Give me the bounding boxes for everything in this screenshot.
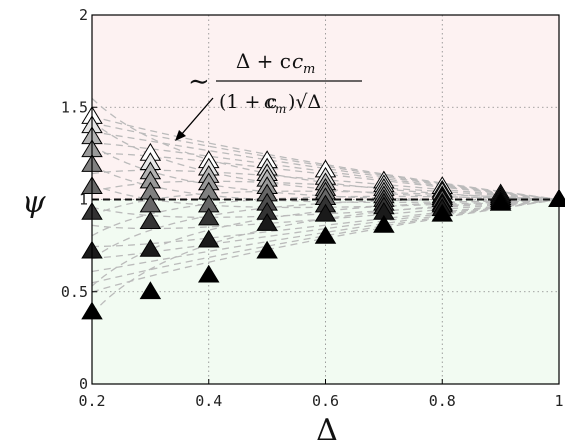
y-tick-label-3: 1.5 xyxy=(61,98,88,116)
annotation-tilde: ∼ xyxy=(188,67,210,97)
data-point-6-9 xyxy=(431,203,453,222)
annotation-arrowhead xyxy=(175,130,186,141)
x-tick-label-3: 0.8 xyxy=(429,392,456,410)
y-axis-label: ψ xyxy=(22,185,46,220)
x-tick-label-4: 1 xyxy=(554,392,563,410)
y-tick-label-2: 1 xyxy=(79,191,88,209)
curve-cm-2 xyxy=(91,198,560,273)
y-tick-label-4: 2 xyxy=(79,6,88,24)
annotation-denominator-c: c xyxy=(264,91,275,113)
curve-cm-3 xyxy=(91,198,560,260)
data-point-2-8 xyxy=(198,264,220,283)
data-point-7-6 xyxy=(489,192,512,211)
annotation-denominator-right: )√Δ xyxy=(288,91,321,113)
data-point-1-8 xyxy=(139,281,162,300)
curve-lower-cm-3 xyxy=(91,142,560,201)
annotation-denominator-subscript: m xyxy=(275,102,286,116)
data-point-5-9 xyxy=(373,214,395,233)
data-point-2-6 xyxy=(198,207,220,226)
x-tick-label-1: 0.4 xyxy=(195,392,222,410)
annotation-denominator-left: (1 + c xyxy=(219,91,277,113)
curve-lower-cm-2 xyxy=(91,131,560,201)
y-tick-label-0: 0 xyxy=(79,375,88,393)
data-point-4-7 xyxy=(314,203,337,222)
data-point-1-7 xyxy=(139,238,162,257)
curve-lower-cm-0 xyxy=(91,115,560,201)
x-tick-labels: 0.2 0.4 0.6 0.8 1 xyxy=(78,379,564,410)
y-tick-labels: 0 0.5 1 1.5 2 xyxy=(61,6,97,393)
annotation-arrow-line xyxy=(180,97,214,136)
formula-annotation: ∼ Δ + c c m (1 + c c m )√Δ xyxy=(175,49,362,141)
x-tick-label-0: 0.2 xyxy=(78,392,105,410)
data-point-2-7 xyxy=(198,229,220,248)
annotation-numerator-subscript: m xyxy=(303,62,315,77)
x-axis-label: Δ xyxy=(316,413,338,445)
y-tick-label-1: 0.5 xyxy=(61,283,88,301)
curve-lower-cm-10 xyxy=(91,198,560,287)
data-point-3-8 xyxy=(256,213,278,231)
x-tick-label-2: 0.6 xyxy=(312,392,339,410)
annotation-numerator: Δ + c xyxy=(236,49,291,73)
data-point-4-8 xyxy=(314,225,337,244)
data-point-1-6 xyxy=(139,211,162,230)
data-point-3-9 xyxy=(256,240,278,259)
data-markers xyxy=(81,106,565,320)
curve-cm-0 xyxy=(91,198,560,293)
annotation-numerator-c: c xyxy=(292,49,303,73)
